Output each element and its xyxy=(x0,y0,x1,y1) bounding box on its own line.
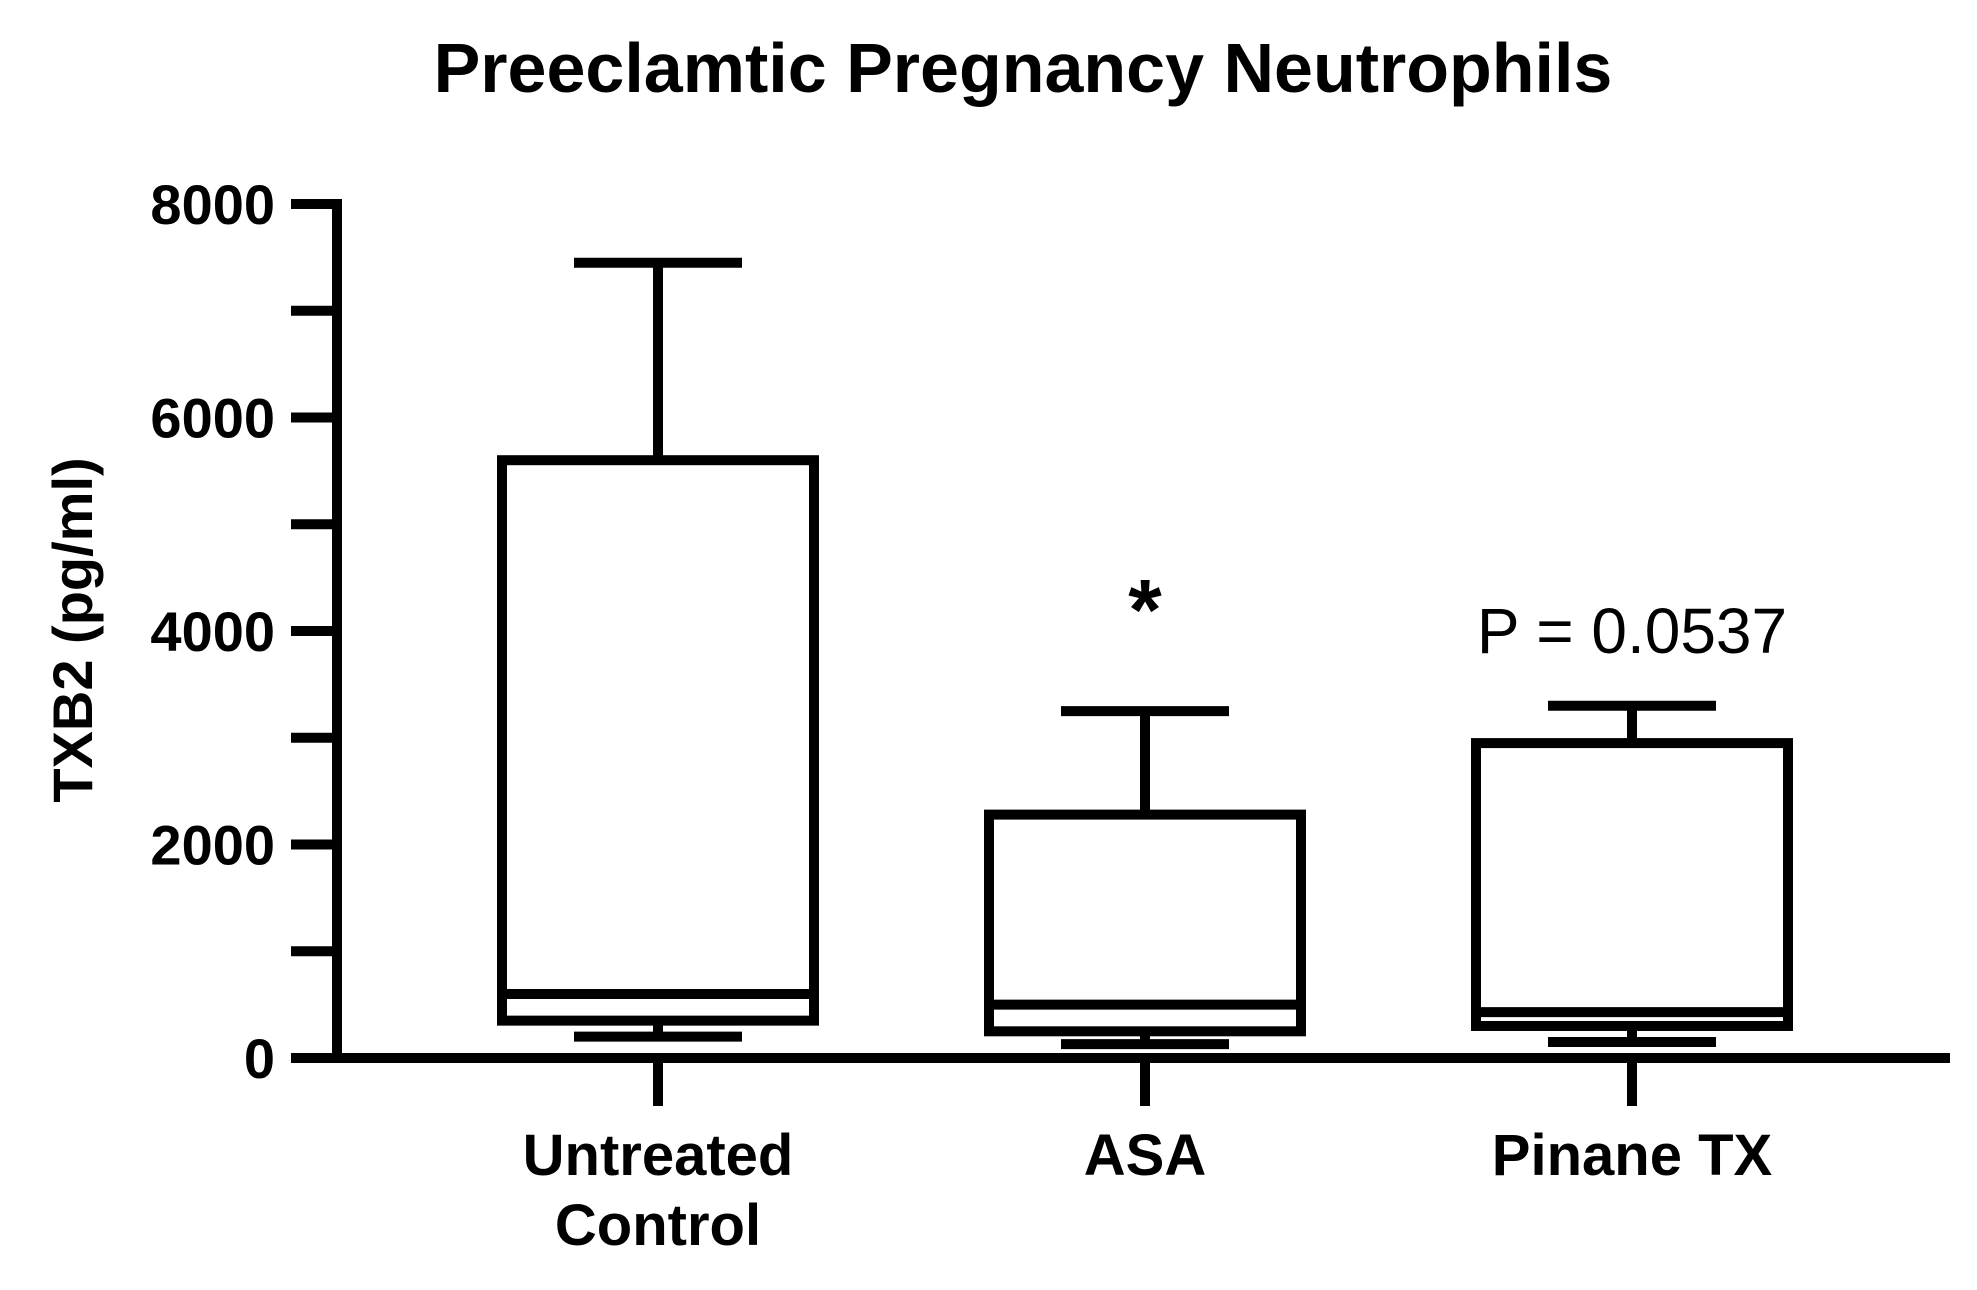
box-iqr xyxy=(1471,738,1793,1031)
significance-star: * xyxy=(1128,563,1162,659)
y-tick-label: 8000 xyxy=(150,173,275,236)
annotations-layer: * P = 0.0537 xyxy=(1128,563,1787,667)
x-category-label: Untreated Control xyxy=(523,1123,794,1258)
axes-layer xyxy=(291,199,1950,1106)
p-value-annotation: P = 0.0537 xyxy=(1477,595,1787,667)
chart-title: Preeclamtic Pregnancy Neutrophils xyxy=(434,29,1613,107)
boxes-layer xyxy=(497,257,1793,1050)
x-category-label: ASA xyxy=(1084,1123,1206,1188)
x-category-label-line: Pinane TX xyxy=(1492,1123,1773,1188)
x-category-label-line: ASA xyxy=(1084,1123,1206,1188)
x-category-label-line: Control xyxy=(555,1193,761,1258)
y-tick-label: 4000 xyxy=(150,600,275,663)
box-iqr xyxy=(984,809,1306,1037)
x-category-label: Pinane TX xyxy=(1492,1123,1773,1188)
x-category-label-line: Untreated xyxy=(523,1123,794,1188)
labels-layer: 0 2000 4000 6000 8000 Untreated Control ASA Pina… xyxy=(150,173,1772,1258)
box-group xyxy=(984,706,1306,1050)
box-iqr xyxy=(497,455,819,1026)
box-group xyxy=(497,257,819,1042)
y-tick-label: 0 xyxy=(244,1027,275,1090)
y-tick-label: 2000 xyxy=(150,814,275,877)
y-tick-label: 6000 xyxy=(150,387,275,450)
y-axis-label: TXB2 (pg/ml) xyxy=(41,457,104,802)
box-group xyxy=(1471,700,1793,1047)
